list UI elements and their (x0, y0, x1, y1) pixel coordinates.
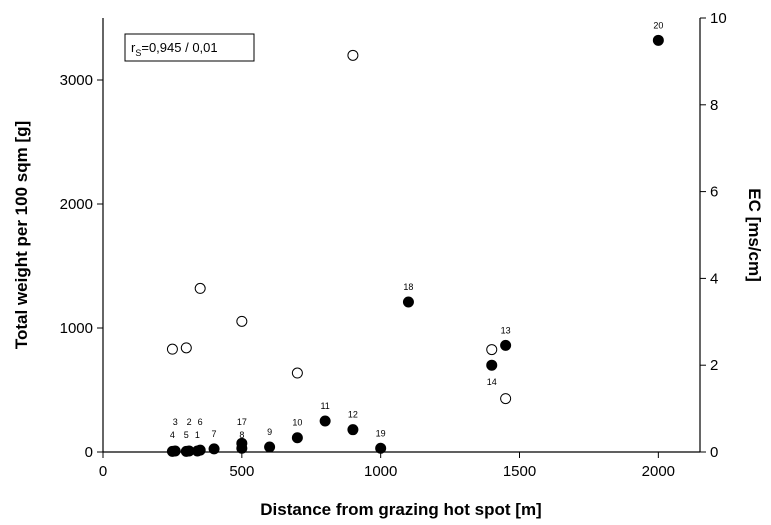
weight-point (375, 442, 387, 454)
y-tick-label-right: 6 (710, 184, 718, 201)
point-label: 14 (487, 377, 497, 387)
y-tick-label-right: 2 (710, 357, 718, 374)
point-label: 3 (173, 417, 178, 427)
point-label: 19 (376, 428, 386, 438)
ec-point (291, 367, 303, 379)
y-ticks-left: 0 1000 2000 3000 (60, 72, 103, 461)
annotation-box (124, 33, 255, 62)
point-label: 7 (212, 429, 217, 439)
weight-point (652, 34, 664, 46)
x-tick-label: 1500 (503, 463, 536, 480)
weight-point (347, 424, 359, 436)
point-label: 1 (195, 430, 200, 440)
y-tick-label-right: 0 (710, 444, 718, 461)
ec-point (166, 343, 178, 355)
y-tick-label-left: 2000 (60, 196, 93, 213)
weight-point (500, 339, 512, 351)
correlation-annotation: rS=0,945 / 0,01 (124, 33, 255, 62)
annotation-subscript: S (135, 48, 141, 58)
weight-point (486, 359, 498, 371)
point-label: 2 (187, 417, 192, 427)
ec-point (236, 315, 248, 327)
point-label: 5 (184, 430, 189, 440)
y-tick-label-left: 1000 (60, 320, 93, 337)
weight-point (208, 443, 220, 455)
x-tick-label: 500 (229, 463, 254, 480)
weight-point (402, 296, 414, 308)
plot-frame (102, 18, 701, 453)
y-tick-label-right: 10 (710, 10, 727, 27)
point-label: 4 (170, 430, 175, 440)
weight-points (166, 34, 664, 457)
y-axis-title-right: EC [ms/cm] (745, 188, 764, 282)
weight-point (291, 432, 303, 444)
ec-point (486, 344, 498, 356)
x-tick-label: 2000 (642, 463, 675, 480)
ec-point (347, 49, 359, 61)
point-labels: 4 35 21 67 8 17 9 10 11 12 19 18 14 13 20 (170, 20, 663, 440)
x-tick-label: 1000 (364, 463, 397, 480)
point-label: 8 (239, 430, 244, 440)
weight-point (169, 445, 181, 457)
point-label: 20 (653, 20, 663, 30)
point-label: 18 (403, 282, 413, 292)
x-tick-label: 0 (99, 463, 107, 480)
y-tick-label-right: 8 (710, 97, 718, 114)
annotation-prefix: r (131, 40, 136, 55)
y-tick-label-right: 4 (710, 270, 718, 287)
point-label: 12 (348, 410, 358, 420)
x-axis-title: Distance from grazing hot spot [m] (260, 500, 541, 519)
point-label: 10 (292, 418, 302, 428)
ec-point (194, 282, 206, 294)
point-label: 13 (501, 325, 511, 335)
point-label: 9 (267, 427, 272, 437)
weight-point (264, 441, 276, 453)
annotation-value: =0,945 / 0,01 (141, 40, 217, 55)
y-tick-label-left: 0 (85, 444, 93, 461)
weight-point (194, 444, 206, 456)
ec-point (180, 342, 192, 354)
x-ticks: 0 500 1000 1500 2000 (99, 452, 675, 480)
y-tick-label-left: 3000 (60, 72, 93, 89)
point-label: 11 (320, 401, 329, 411)
point-label: 6 (198, 417, 203, 427)
y-ticks-right: 0 2 4 6 8 10 (700, 10, 727, 461)
ec-points (166, 49, 512, 405)
weight-point (319, 415, 331, 427)
y-axis-title-left: Total weight per 100 sqm [g] (12, 121, 31, 349)
point-label: 17 (237, 417, 247, 427)
ec-point (500, 393, 512, 405)
weight-point (236, 437, 248, 449)
annotation-text: rS=0,945 / 0,01 (131, 40, 218, 58)
